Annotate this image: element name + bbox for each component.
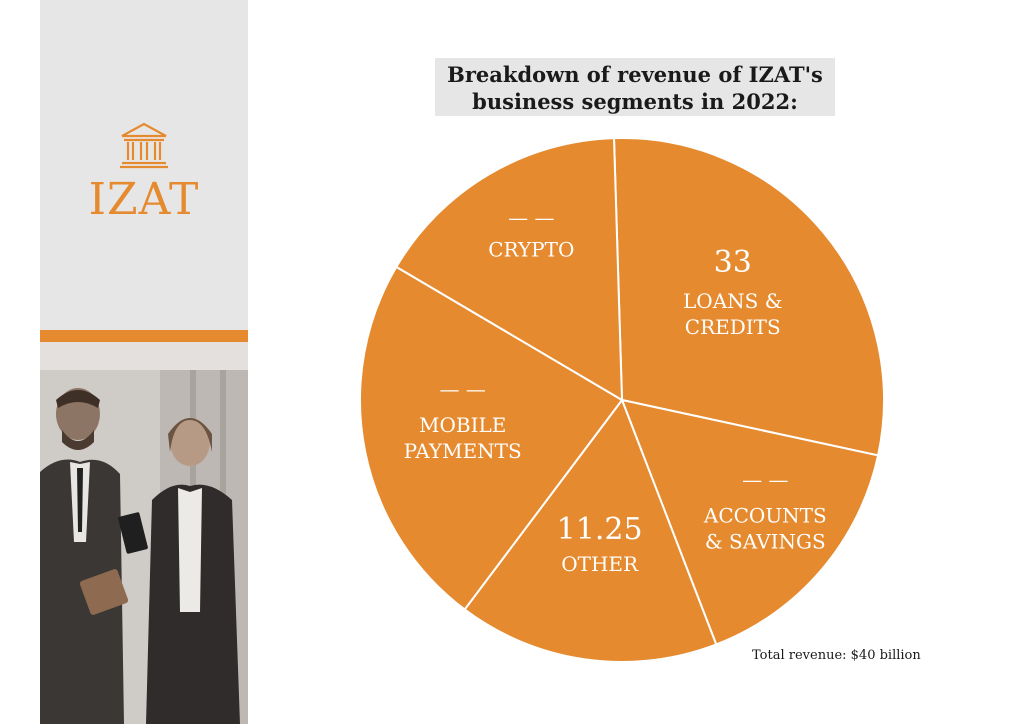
pie-value-label: 33 — [714, 245, 752, 280]
pie-label-group: — — ACCOUNTS& SAVINGS — [703, 468, 827, 554]
pie-label-group: 11.25 OTHER — [557, 512, 643, 576]
pie-category-label: MOBILE — [419, 413, 506, 437]
pie-value-label: — — — [440, 377, 486, 401]
pie-label-group: — — CRYPTO — [488, 206, 574, 262]
accent-stripe — [40, 330, 248, 342]
pie-slice-accounts-savings — [620, 398, 880, 646]
pie-category-label: ACCOUNTS — [703, 504, 827, 528]
sidebar: IZAT — [40, 0, 248, 724]
pie-label-group: 33 LOANS &CREDITS — [683, 245, 782, 339]
pie-category-label: LOANS & — [683, 289, 782, 313]
logo-text: IZAT — [88, 174, 200, 225]
bank-building-icon — [120, 122, 168, 169]
pie-value-label: — — — [508, 206, 554, 230]
total-revenue-note: Total revenue: $40 billion — [752, 648, 921, 663]
pie-category-label: PAYMENTS — [404, 439, 522, 463]
chart-title: Breakdown of revenue of IZAT's business … — [435, 58, 835, 116]
pie-value-label: 11.25 — [557, 512, 643, 547]
pie-category-label: & SAVINGS — [705, 530, 826, 554]
pie-slice-crypto — [394, 137, 624, 402]
pie-slice-other — [463, 397, 718, 663]
pie-category-label: CRYPTO — [488, 238, 574, 262]
pie-category-label: OTHER — [561, 552, 639, 576]
photo-illustration — [40, 342, 248, 724]
pie-slice-mobile-payments — [359, 265, 624, 611]
pie-category-label: CREDITS — [685, 315, 781, 339]
logo: IZAT — [40, 120, 248, 225]
pie-slice-loans-credits — [612, 137, 885, 457]
pie-value-label: — — — [742, 468, 788, 492]
chart-title-line-1: Breakdown of revenue of IZAT's — [447, 62, 823, 87]
business-people-photo — [40, 342, 248, 724]
chart-title-line-2: business segments in 2022: — [472, 89, 798, 114]
